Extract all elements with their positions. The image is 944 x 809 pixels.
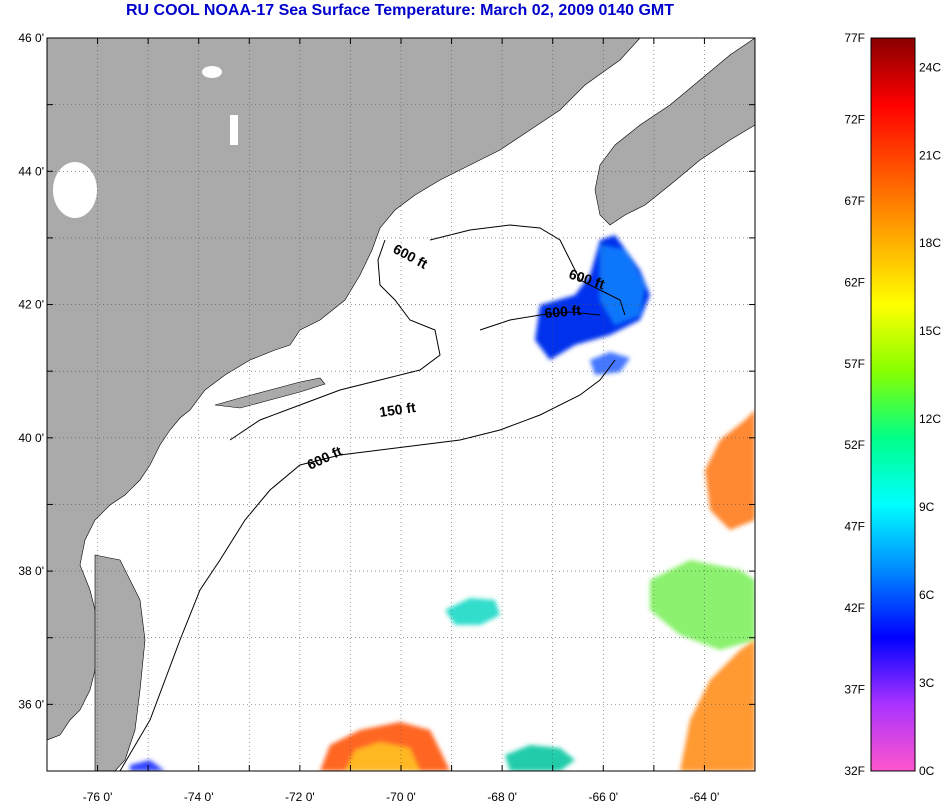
sst-patch-south-warm-yellow	[345, 742, 420, 771]
colorbar-f-label: 57F	[844, 357, 865, 371]
colorbar-f-label: 67F	[844, 194, 865, 208]
lat-tick-label: 40 0'	[18, 431, 44, 445]
colorbar-f-label: 42F	[844, 601, 865, 615]
longitude-labels: -76 0' -74 0' -72 0' -70 0' -68 0' -66 0…	[83, 790, 720, 804]
colorbar-f-label: 32F	[844, 764, 865, 778]
colorbar-c-label: 0C	[919, 764, 935, 778]
map-title: RU COOL NOAA-17 Sea Surface Temperature:…	[125, 2, 675, 19]
colorbar-c-label: 24C	[919, 60, 941, 74]
contour-label: 150 ft	[378, 399, 417, 420]
colorbar-f-label: 47F	[844, 520, 865, 534]
sst-patch-gulf-of-maine-light	[600, 245, 645, 325]
colorbar-f-label: 77F	[844, 31, 865, 45]
lat-tick-label: 44 0'	[18, 164, 44, 178]
lon-tick-label: -64 0'	[690, 790, 720, 804]
sst-patch-cyan	[445, 598, 500, 625]
sst-patch-blue-small	[130, 760, 165, 771]
lat-tick-label: 38 0'	[18, 564, 44, 578]
colorbar-fahrenheit-labels: 77F 72F 67F 62F 57F 52F 47F 42F 37F 32F	[844, 31, 865, 778]
colorbar-f-label: 72F	[844, 112, 865, 126]
colorbar-celsius-labels: 24C 21C 18C 15C 12C 9C 6C 3C 0C	[919, 60, 941, 778]
contour-600ft-basin	[479, 311, 601, 331]
lon-tick-label: -74 0'	[184, 790, 214, 804]
sst-patch-east-green	[650, 560, 755, 650]
colorbar-c-label: 9C	[919, 500, 935, 514]
land-delmarva	[94, 554, 146, 771]
lon-tick-label: -72 0'	[285, 790, 315, 804]
sst-patch-blue-east	[590, 352, 630, 375]
contour-600ft-shelf	[119, 359, 616, 771]
contour-600ft-gulf	[429, 224, 626, 316]
land-nova-scotia	[594, 38, 755, 226]
colorbar-c-label: 12C	[919, 412, 941, 426]
colorbar-f-label: 37F	[844, 683, 865, 697]
lon-tick-label: -70 0'	[386, 790, 416, 804]
lon-tick-label: -66 0'	[588, 790, 618, 804]
colorbar-c-label: 21C	[919, 148, 941, 162]
sst-patch-southeast-orange	[680, 640, 755, 771]
colorbar-c-label: 6C	[919, 588, 935, 602]
lake-shape	[53, 162, 97, 218]
lat-tick-label: 46 0'	[18, 31, 44, 45]
colorbar	[870, 37, 916, 772]
colorbar-f-label: 52F	[844, 438, 865, 452]
colorbar-f-label: 62F	[844, 275, 865, 289]
colorbar-c-label: 18C	[919, 236, 941, 250]
lon-tick-label: -68 0'	[487, 790, 517, 804]
map-frame	[46, 37, 756, 772]
lake-shape	[230, 115, 238, 145]
latitude-labels: 46 0' 44 0' 42 0' 40 0' 38 0' 36 0'	[18, 31, 44, 711]
contour-150ft	[229, 239, 441, 441]
colorbar-c-label: 15C	[919, 324, 941, 338]
sst-patch-teal-small	[505, 745, 575, 771]
lat-tick-label: 42 0'	[18, 298, 44, 312]
lake-shape	[202, 66, 222, 78]
lat-tick-label: 36 0'	[18, 697, 44, 711]
contour-label: 600 ft	[544, 302, 582, 321]
lon-tick-label: -76 0'	[83, 790, 113, 804]
land-long-island	[214, 377, 326, 409]
colorbar-c-label: 3C	[919, 676, 935, 690]
sst-patch-east-orange	[705, 410, 755, 530]
